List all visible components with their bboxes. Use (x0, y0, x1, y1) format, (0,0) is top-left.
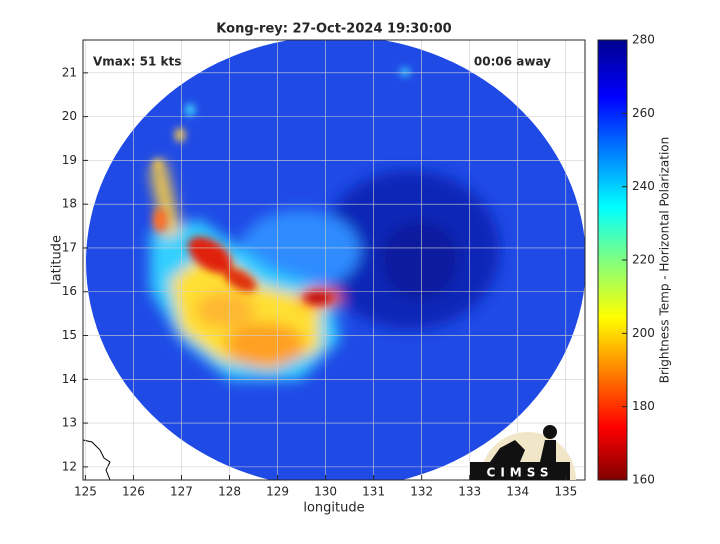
colorbar-tick-label: 240 (632, 179, 655, 193)
y-tick-label: 12 (62, 459, 77, 473)
y-tick-label: 14 (62, 372, 77, 386)
colorbar-tick-label: 160 (632, 473, 655, 487)
y-tick-label: 15 (62, 328, 77, 342)
x-tick-label: 129 (266, 485, 289, 499)
x-tick-label: 131 (362, 485, 385, 499)
y-tick-label: 21 (62, 65, 77, 79)
x-tick-label: 132 (410, 485, 433, 499)
colorbar-tick-label: 180 (632, 399, 655, 413)
x-axis-label: longitude (303, 501, 364, 516)
y-tick-label: 17 (62, 240, 77, 254)
x-tick-label: 133 (458, 485, 481, 499)
x-tick-label: 134 (506, 485, 529, 499)
x-tick-label: 126 (122, 485, 145, 499)
x-tick-label: 130 (314, 485, 337, 499)
logo-text: CIMSS (487, 466, 554, 480)
time-label: 00:06 away (474, 55, 551, 69)
x-tick-label: 128 (218, 485, 241, 499)
colorbar-tick-label: 260 (632, 106, 655, 120)
axes-box (82, 39, 586, 481)
colorbar-tick-label: 280 (632, 33, 655, 47)
y-tick-label: 20 (62, 109, 77, 123)
x-tick-label: 125 (74, 485, 97, 499)
x-tick-label: 127 (170, 485, 193, 499)
colorbar-tick-label: 200 (632, 326, 655, 340)
coastline (82, 439, 111, 481)
colorbar-tick-label: 220 (632, 253, 655, 267)
y-tick-label: 18 (62, 197, 77, 211)
y-tick-label: 13 (62, 416, 77, 430)
colorbar-label: Brightness Temp - Horizontal Polarizatio… (658, 137, 672, 384)
logo: CIMSS (470, 425, 576, 480)
vmax-label: Vmax: 51 kts (93, 55, 181, 69)
x-tick-label: 135 (554, 485, 577, 499)
y-tick-label: 16 (62, 284, 77, 298)
y-tick-label: 19 (62, 153, 77, 167)
y-axis-label: latitude (50, 235, 65, 285)
title: Kong-rey: 27-Oct-2024 19:30:00 (216, 22, 451, 37)
grid (83, 40, 585, 480)
swath-image (86, 40, 585, 480)
